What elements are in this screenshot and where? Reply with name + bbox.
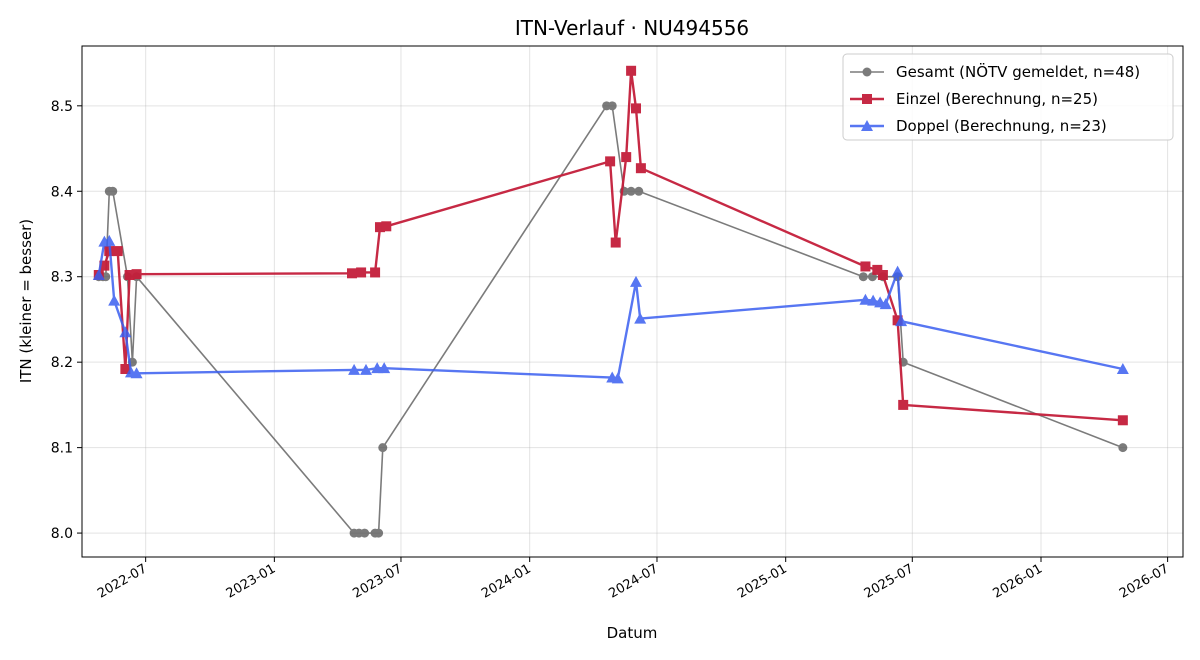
data-point-doppel (359, 363, 372, 375)
data-point-einzel (381, 221, 392, 232)
data-point-gesamt (360, 528, 370, 538)
plot-frame (81, 45, 1184, 558)
data-point-einzel (124, 270, 135, 281)
data-point-einzel (892, 315, 903, 326)
y-tick-label: 8.4 (51, 184, 73, 200)
legend-swatch-einzel (850, 94, 884, 104)
data-point-einzel (99, 260, 110, 271)
data-point-doppel (891, 265, 904, 277)
data-point-einzel (374, 222, 385, 233)
legend-label-einzel: Einzel (Berechnung, n=25) (896, 90, 1098, 108)
y-axis: 8.0 8.1 8.2 8.3 8.4 8.5 (51, 99, 82, 542)
legend-marker (862, 94, 872, 104)
data-point-doppel (895, 315, 908, 327)
data-point-einzel (347, 268, 358, 279)
legend-box (842, 53, 1174, 141)
data-point-einzel (1117, 415, 1128, 426)
data-point-gesamt (858, 272, 868, 282)
data-point-doppel (103, 234, 116, 246)
data-point-doppel (879, 298, 892, 310)
data-point-gesamt (634, 186, 644, 196)
x-axis-label: Datum (607, 624, 658, 642)
legend-marker (862, 67, 872, 77)
data-point-einzel (621, 152, 632, 163)
legend-swatch-gesamt (850, 67, 884, 77)
data-point-einzel (120, 364, 131, 375)
data-point-einzel (860, 261, 871, 272)
data-point-einzel (630, 103, 641, 114)
y-axis-label: ITN (kleiner = besser) (17, 219, 35, 383)
y-tick-label: 8.5 (51, 99, 73, 115)
data-point-gesamt (1118, 443, 1128, 453)
data-point-einzel (370, 267, 381, 278)
data-point-einzel (356, 267, 367, 278)
chart-title: ITN-Verlauf · NU494556 (515, 16, 749, 40)
data-point-doppel (1116, 363, 1129, 375)
data-point-doppel (92, 269, 105, 281)
data-point-doppel (634, 312, 647, 324)
data-point-einzel (112, 246, 123, 257)
data-point-doppel (629, 275, 642, 287)
legend: Gesamt (NÖTV gemeldet, n=48) Einzel (Bere… (842, 53, 1174, 141)
data-point-einzel (131, 269, 142, 280)
data-point-doppel (867, 294, 880, 306)
legend-label-doppel: Doppel (Berechnung, n=23) (896, 117, 1107, 135)
data-point-doppel (130, 367, 143, 379)
data-point-einzel (872, 264, 883, 275)
data-point-doppel (119, 326, 132, 338)
data-point-doppel (348, 363, 361, 375)
data-point-gesamt (626, 186, 636, 196)
series-layer (92, 65, 1129, 538)
series-doppel (92, 234, 1129, 384)
legend-label-gesamt: Gesamt (NÖTV gemeldet, n=48) (896, 62, 1140, 81)
y-tick-label: 8.0 (51, 526, 73, 542)
data-point-gesamt (607, 101, 617, 111)
data-point-doppel (859, 293, 872, 305)
y-tick-label: 8.3 (51, 270, 73, 286)
data-point-einzel (898, 399, 909, 410)
legend-swatch-doppel (850, 120, 884, 131)
data-point-einzel (635, 163, 646, 174)
data-point-einzel (605, 156, 616, 167)
data-point-doppel (378, 362, 391, 374)
data-point-doppel (611, 372, 624, 384)
legend-marker (861, 120, 873, 131)
data-point-einzel (877, 270, 888, 281)
data-point-einzel (626, 65, 637, 76)
data-point-doppel (108, 294, 121, 306)
data-point-einzel (610, 237, 621, 248)
y-tick-label: 8.2 (51, 355, 73, 371)
data-point-gesamt (378, 443, 388, 453)
y-tick-label: 8.1 (51, 441, 73, 457)
data-point-gesamt (374, 528, 384, 538)
data-point-gesamt (108, 186, 118, 196)
